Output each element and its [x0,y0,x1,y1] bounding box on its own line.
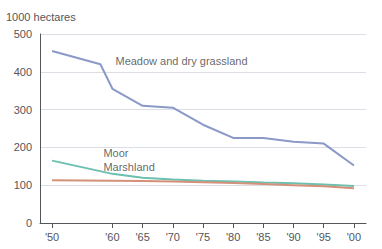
svg-text:'70: '70 [166,231,180,243]
svg-text:200: 200 [14,141,32,153]
svg-text:'85: '85 [256,231,270,243]
svg-text:'00: '00 [347,231,361,243]
svg-text:0: 0 [26,217,32,229]
svg-text:400: 400 [14,66,32,78]
svg-text:500: 500 [14,28,32,40]
svg-text:Marshland: Marshland [103,161,154,173]
svg-text:'50: '50 [45,231,59,243]
svg-text:'80: '80 [226,231,240,243]
svg-text:100: 100 [14,179,32,191]
svg-text:'65: '65 [135,231,149,243]
svg-text:1000 hectares: 1000 hectares [6,11,76,23]
svg-text:'60: '60 [105,231,119,243]
svg-text:'95: '95 [317,231,331,243]
svg-text:'90: '90 [286,231,300,243]
svg-text:300: 300 [14,104,32,116]
svg-text:Meadow and dry grassland: Meadow and dry grassland [115,55,247,67]
svg-text:Moor: Moor [103,147,128,159]
svg-text:'75: '75 [196,231,210,243]
